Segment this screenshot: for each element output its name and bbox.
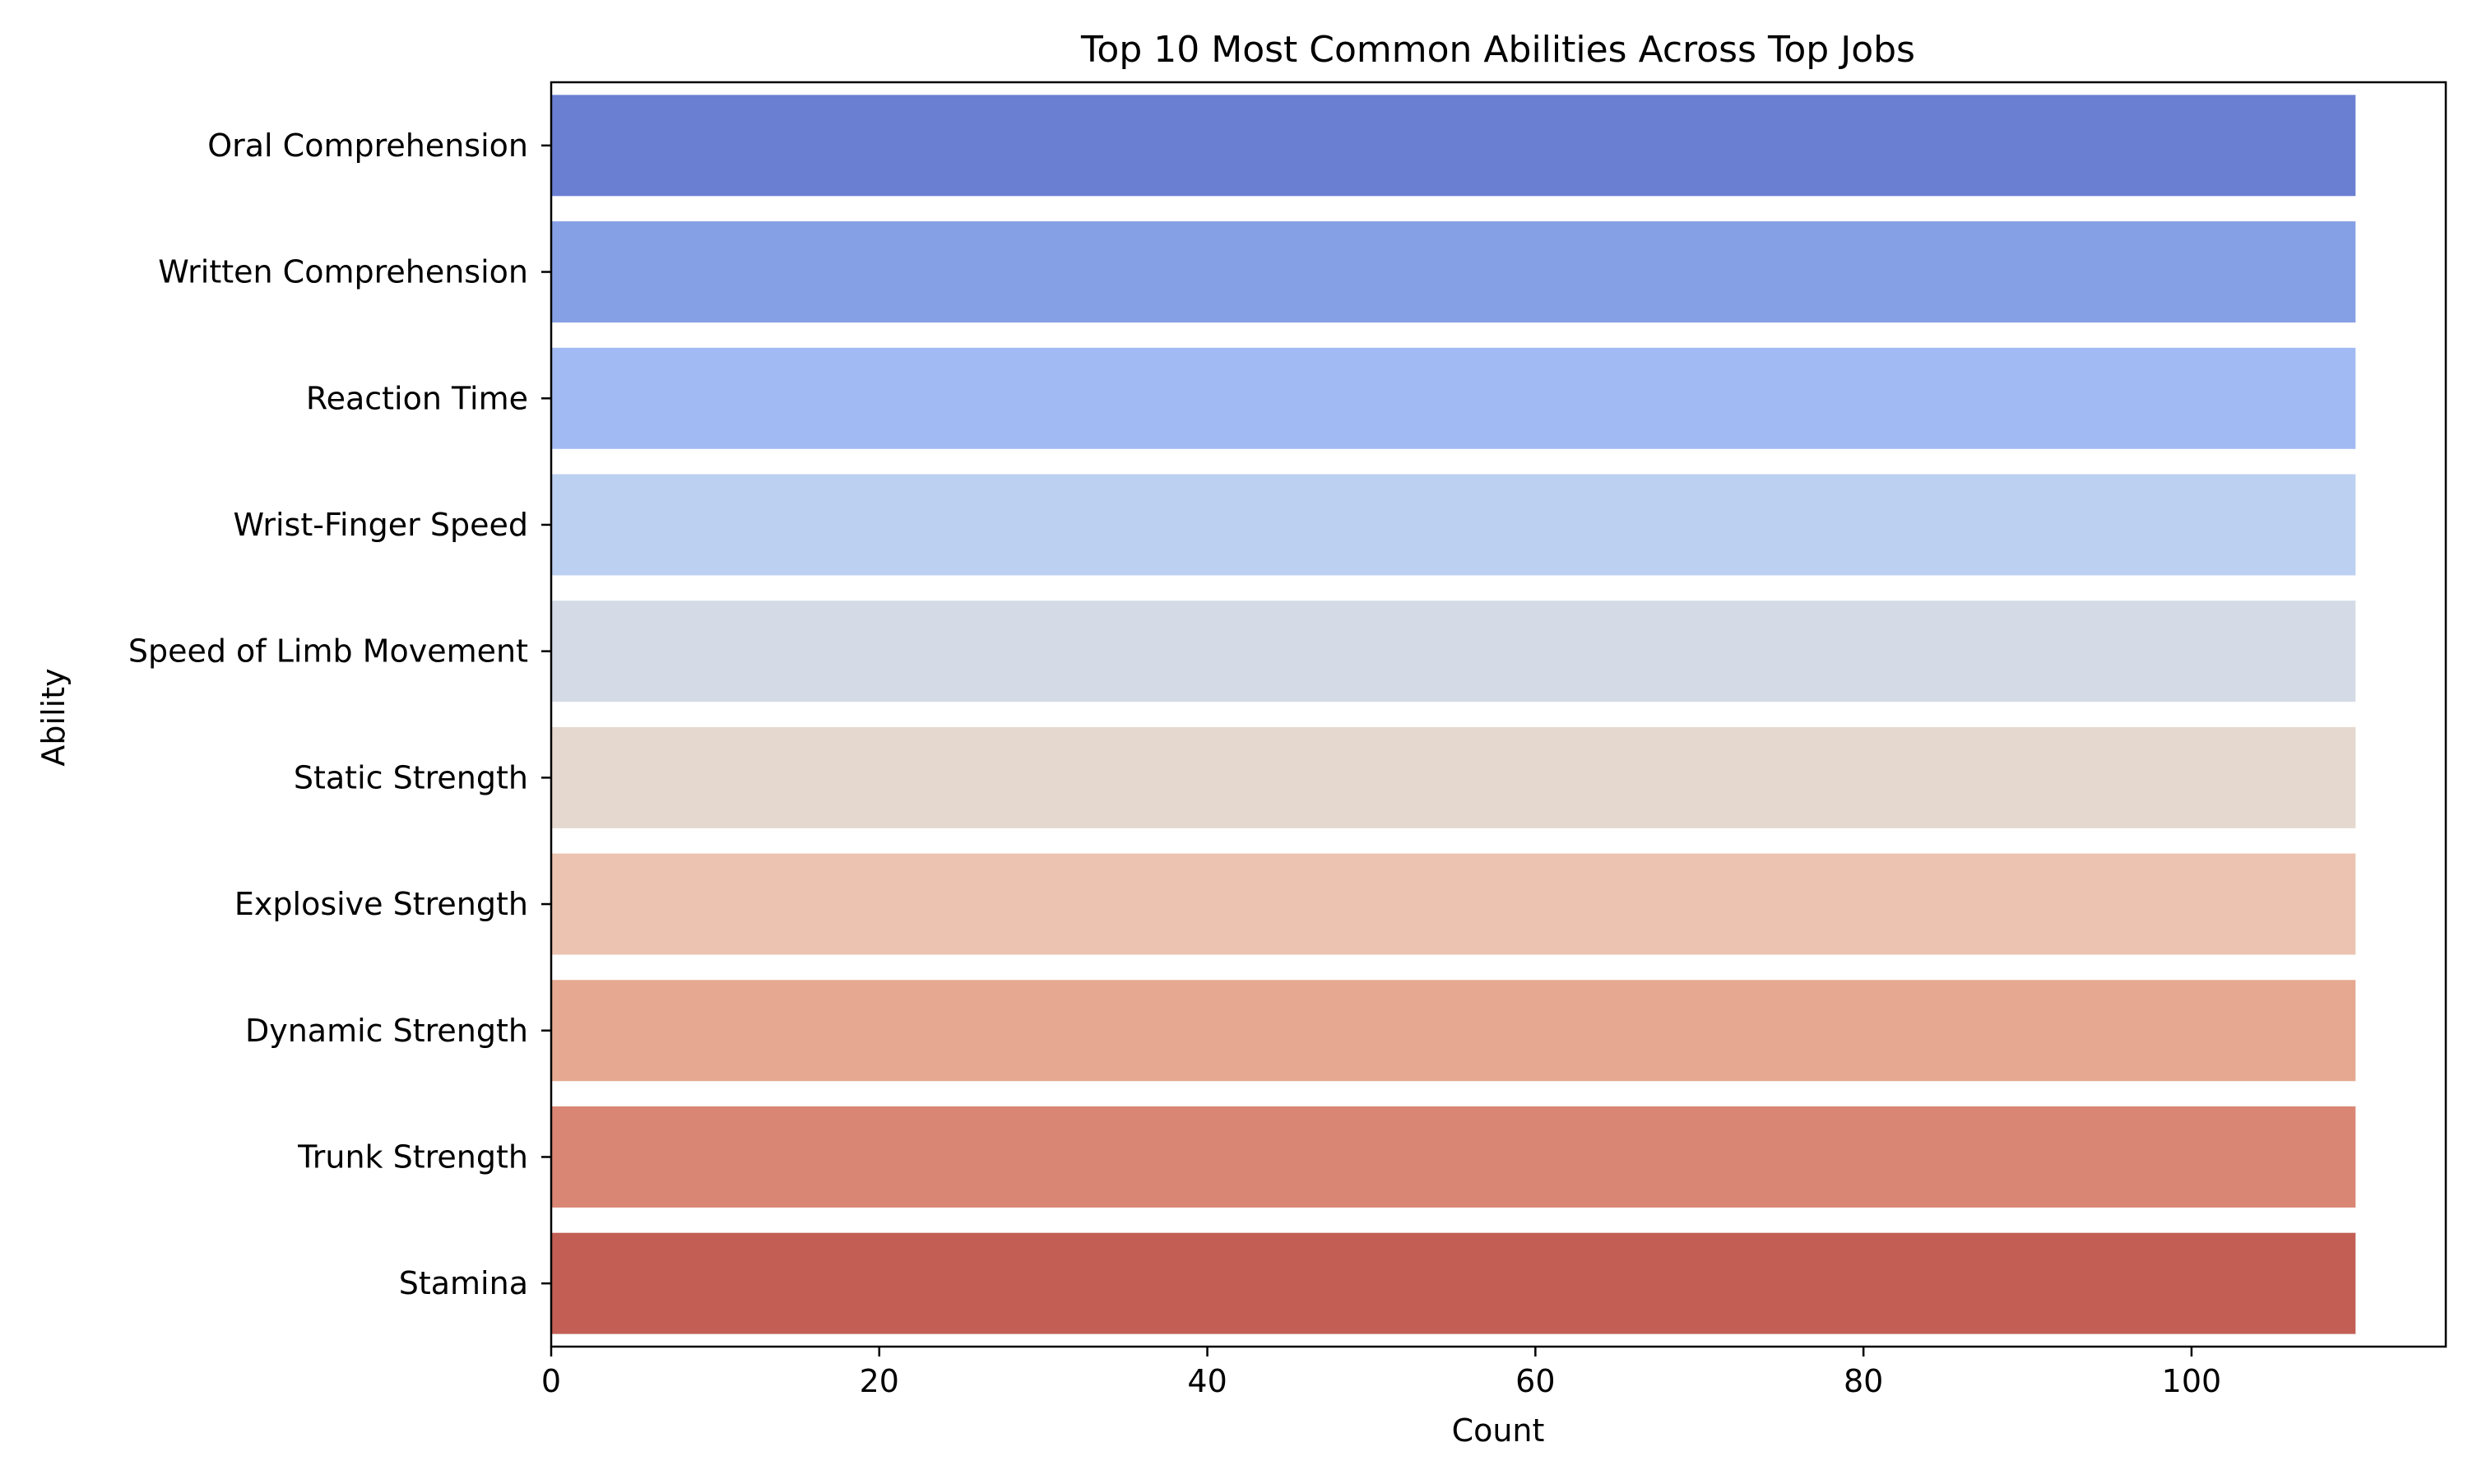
y-tick-label: Speed of Limb Movement bbox=[128, 633, 528, 670]
y-tick-label: Dynamic Strength bbox=[245, 1013, 528, 1049]
bar-6 bbox=[551, 853, 2356, 955]
bar-5 bbox=[551, 726, 2356, 828]
y-tick-label: Written Comprehension bbox=[158, 254, 528, 290]
bar-4 bbox=[551, 601, 2356, 703]
y-tick-label: Oral Comprehension bbox=[207, 128, 528, 164]
chart-title: Top 10 Most Common Abilities Across Top … bbox=[1080, 29, 1915, 71]
bar-9 bbox=[551, 1232, 2356, 1334]
x-tick-label: 0 bbox=[541, 1363, 561, 1399]
bar-1 bbox=[551, 221, 2356, 323]
bar-2 bbox=[551, 347, 2356, 449]
bar-3 bbox=[551, 474, 2356, 576]
y-tick-label: Trunk Strength bbox=[297, 1139, 528, 1175]
bar-0 bbox=[551, 95, 2356, 197]
x-axis-label: Count bbox=[1452, 1412, 1545, 1449]
bars-layer bbox=[551, 95, 2356, 1334]
bar-7 bbox=[551, 980, 2356, 1082]
x-tick-label: 100 bbox=[2162, 1363, 2222, 1399]
y-axis-label: Ability bbox=[35, 668, 72, 766]
x-axis-ticks: 0 20 40 60 80 100 bbox=[541, 1347, 2221, 1399]
y-tick-label: Static Strength bbox=[294, 759, 528, 795]
plot-frame bbox=[550, 81, 2447, 1348]
y-tick-label: Reaction Time bbox=[306, 380, 528, 416]
x-tick-label: 60 bbox=[1515, 1363, 1555, 1399]
bar-8 bbox=[551, 1106, 2356, 1208]
y-tick-label: Explosive Strength bbox=[234, 886, 528, 922]
x-tick-label: 40 bbox=[1187, 1363, 1227, 1399]
x-tick-label: 80 bbox=[1844, 1363, 1883, 1399]
y-tick-label: Stamina bbox=[399, 1265, 528, 1301]
y-axis-ticks: Oral Comprehension Written Comprehension R… bbox=[128, 128, 551, 1301]
x-tick-label: 20 bbox=[860, 1363, 899, 1399]
y-tick-label: Wrist-Finger Speed bbox=[233, 507, 528, 543]
